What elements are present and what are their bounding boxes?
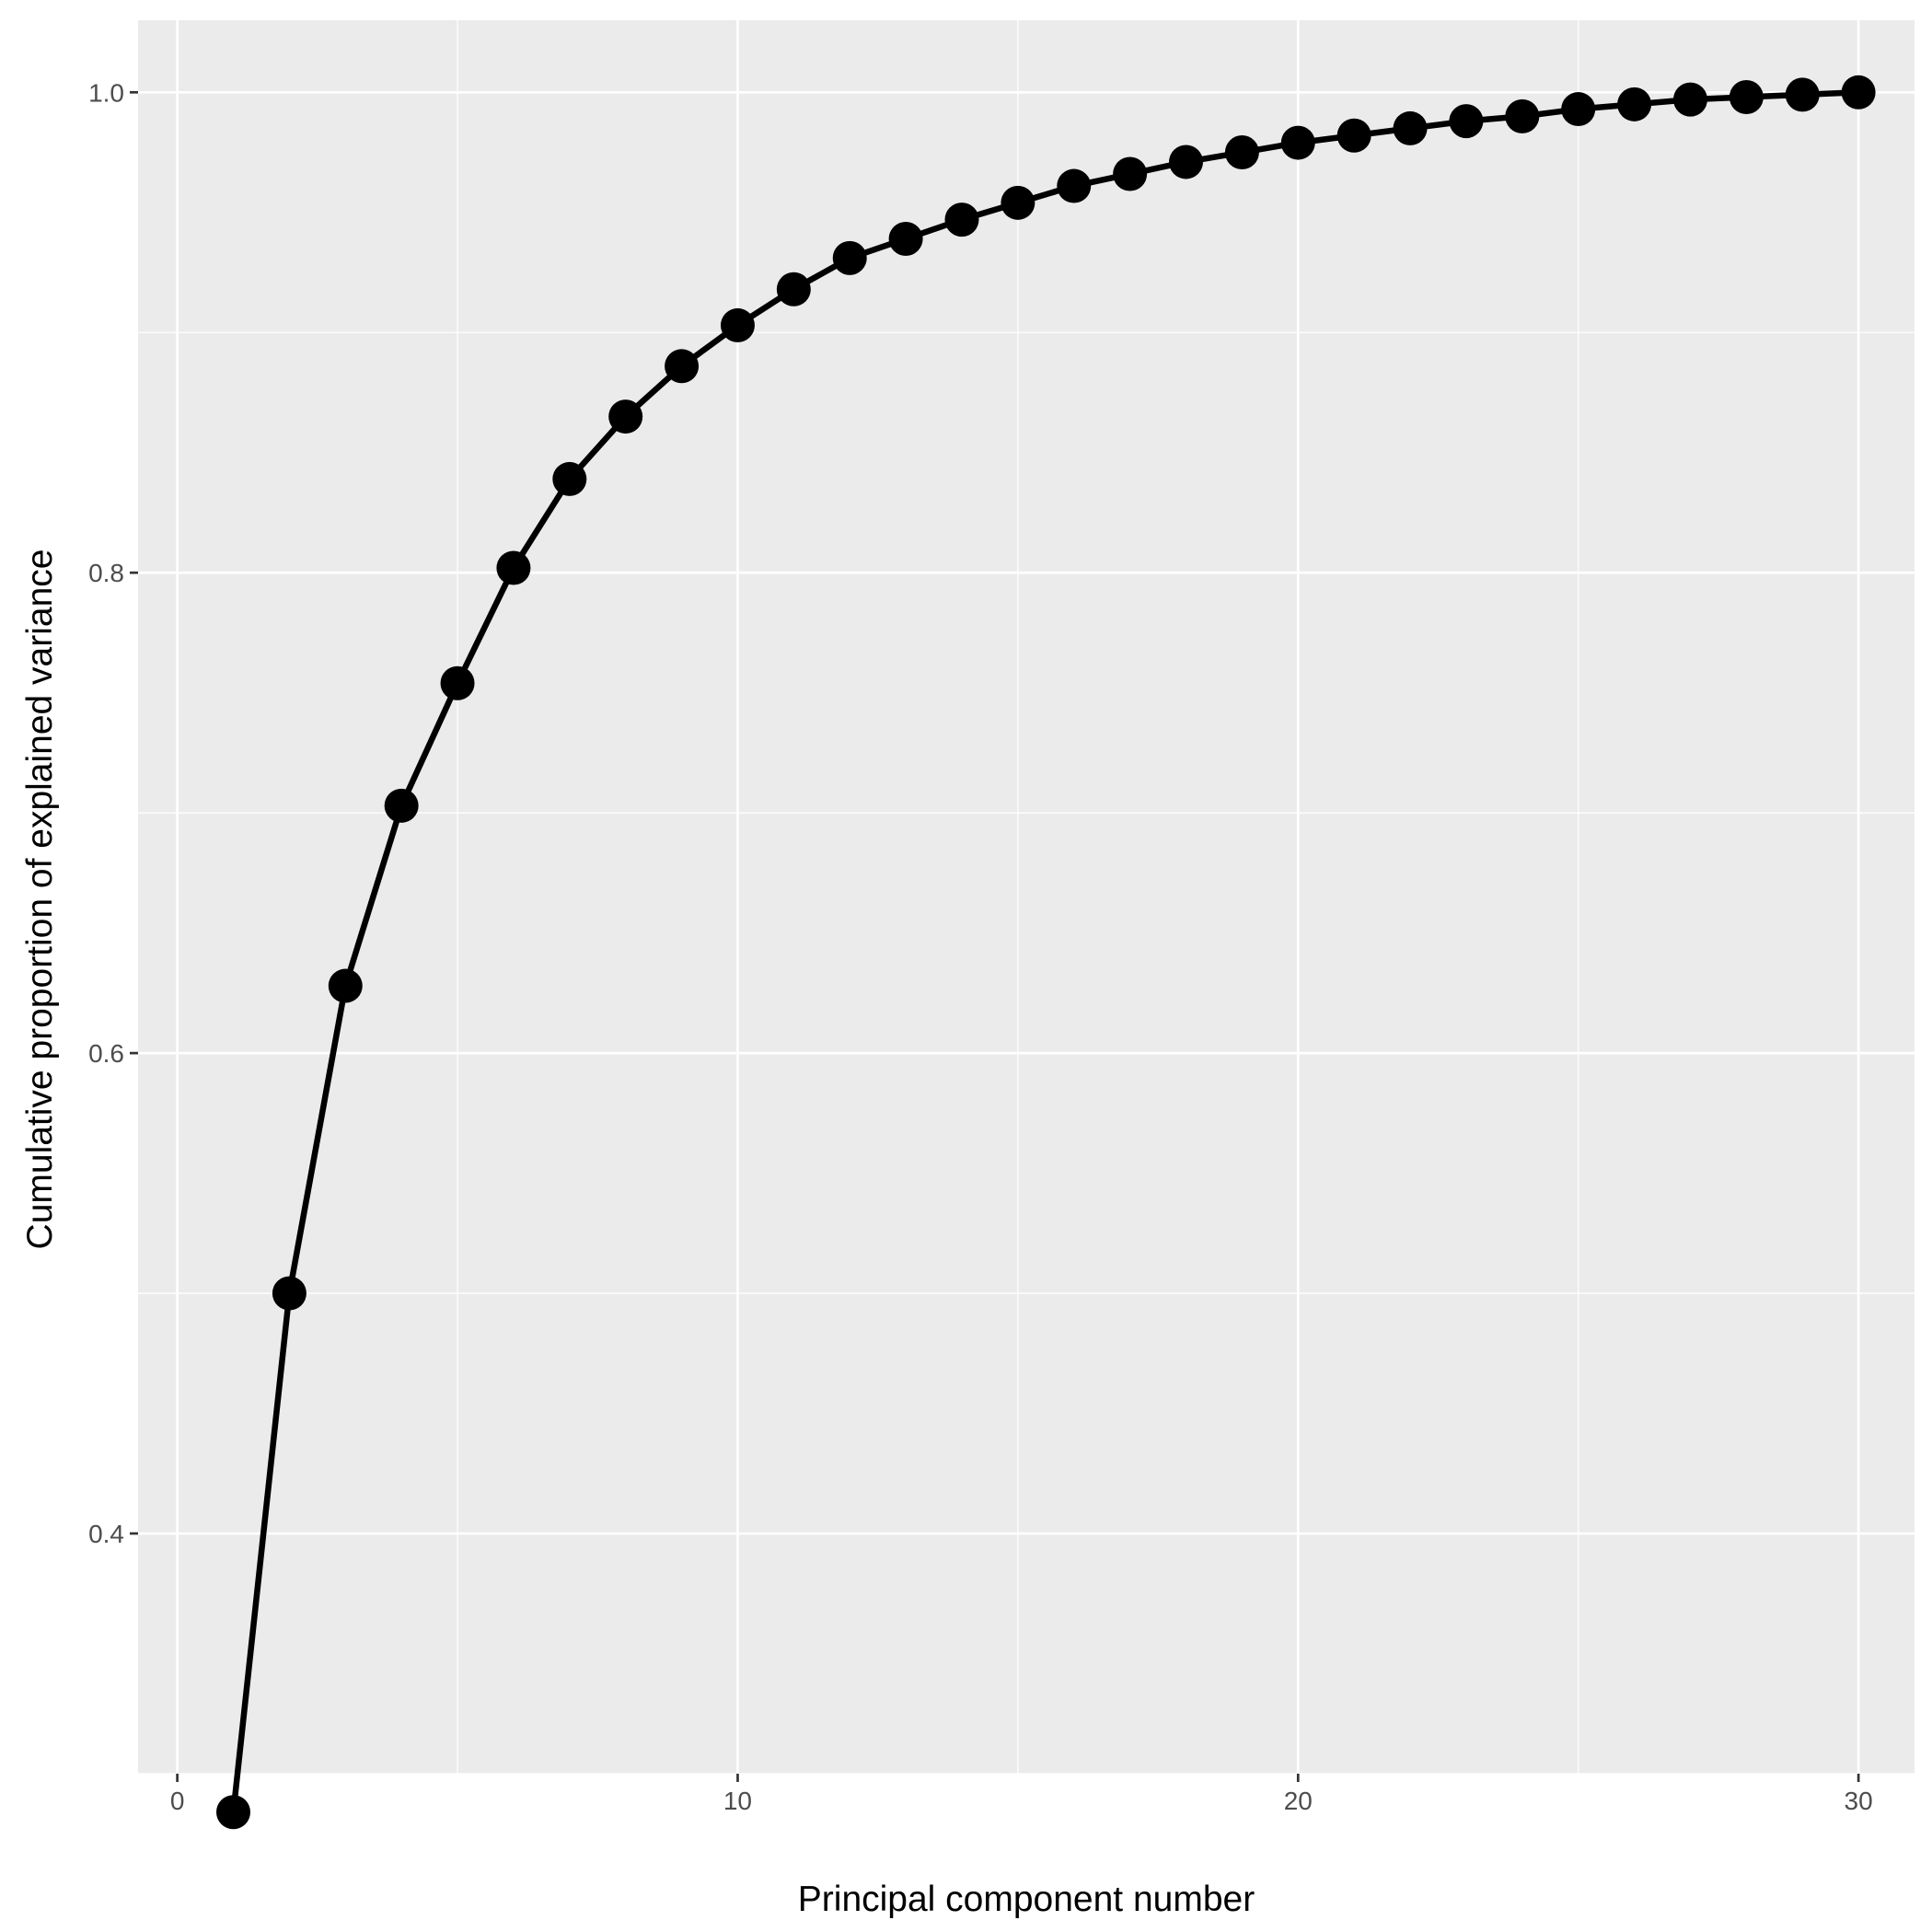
y-tick-label: 0.4: [88, 1520, 124, 1548]
data-point: [1169, 145, 1204, 179]
data-point: [944, 202, 979, 237]
x-tick-label: 10: [723, 1787, 752, 1815]
x-axis-title: Principal component number: [798, 1880, 1255, 1919]
data-point: [776, 272, 811, 307]
data-point: [216, 1795, 251, 1830]
x-tick-label: 0: [170, 1787, 185, 1815]
data-point: [496, 550, 531, 585]
y-axis-title: Cumulative proportion of explained varia…: [20, 550, 60, 1250]
data-point: [1617, 87, 1652, 121]
data-point: [1505, 98, 1540, 133]
data-point: [1057, 168, 1092, 203]
x-axis-tick-labels: 0 10 20 30: [170, 1787, 1873, 1815]
data-point: [440, 665, 475, 700]
data-point: [1001, 185, 1035, 220]
data-point: [1561, 92, 1596, 127]
data-point: [888, 221, 923, 256]
data-point: [1280, 125, 1315, 160]
data-point: [1449, 104, 1484, 139]
data-point: [384, 788, 419, 823]
data-point: [1841, 75, 1876, 110]
data-point: [272, 1276, 307, 1311]
x-tick-label: 30: [1845, 1787, 1873, 1815]
data-point: [1729, 80, 1764, 115]
y-tick-label: 0.6: [88, 1039, 124, 1068]
data-point: [1785, 77, 1820, 112]
data-point: [832, 240, 867, 275]
y-tick-label: 1.0: [88, 78, 124, 107]
data-point: [608, 399, 643, 434]
data-point: [328, 968, 363, 1003]
plot-panel: [138, 20, 1915, 1774]
data-points: [216, 75, 1876, 1830]
major-gridlines: [138, 20, 1915, 1774]
data-point: [552, 461, 587, 496]
data-point: [1672, 82, 1707, 117]
data-point: [1393, 110, 1428, 145]
data-point: [1224, 135, 1259, 170]
minor-gridlines: [138, 20, 1915, 1775]
data-point: [1113, 156, 1148, 191]
data-point: [720, 307, 755, 342]
x-tick-label: 20: [1284, 1787, 1313, 1815]
y-tick-label: 0.8: [88, 559, 124, 587]
y-axis-tick-labels: 0.4 0.6 0.8 1.0: [88, 78, 124, 1548]
data-point: [665, 349, 700, 384]
data-point: [1336, 118, 1371, 153]
axis-ticks: [130, 90, 1860, 1782]
